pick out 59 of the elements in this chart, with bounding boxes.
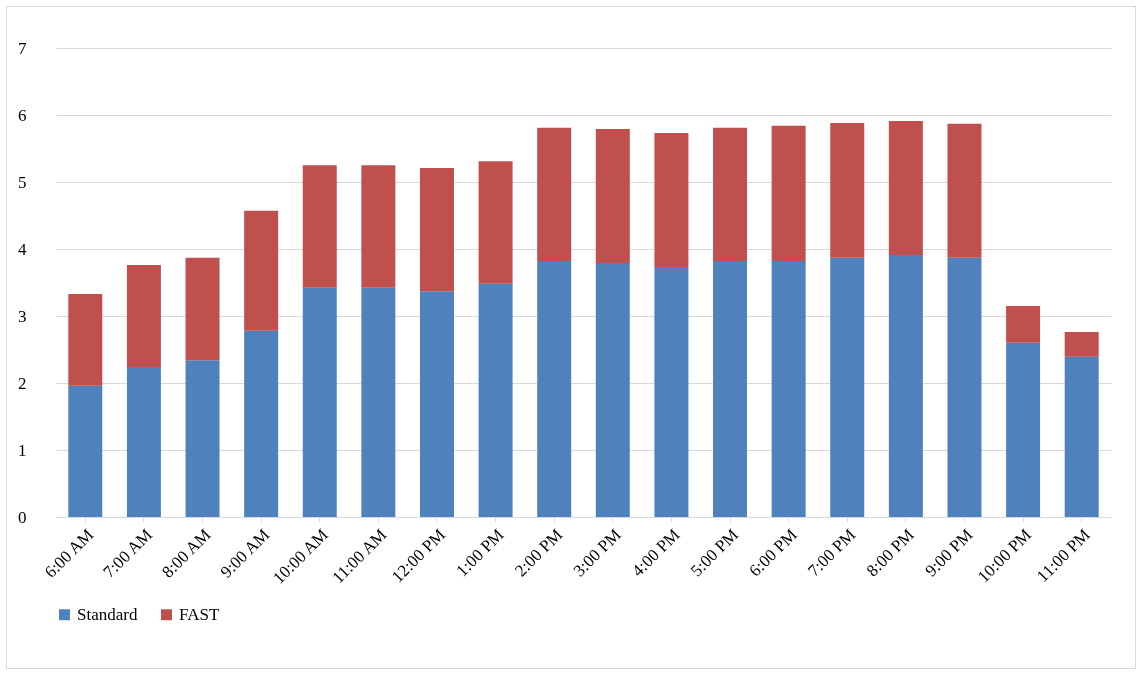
- y-tick-label: 6: [18, 105, 27, 125]
- bar: [185, 360, 220, 517]
- y-tick-label: 4: [18, 239, 27, 259]
- y-tick-label: 2: [18, 373, 27, 393]
- x-tick-label: 8:00 AM: [158, 525, 215, 582]
- x-tick-label: 5:00 PM: [686, 525, 743, 581]
- bar: [713, 127, 748, 262]
- bar: [1064, 332, 1099, 357]
- bar: [537, 127, 572, 262]
- bar: [126, 366, 161, 517]
- bar: [1064, 356, 1099, 517]
- x-tick-label: 9:00 PM: [921, 525, 977, 581]
- x-tick-label: 4:00 PM: [628, 525, 684, 581]
- bar: [68, 385, 103, 517]
- y-tick-label: 3: [18, 306, 27, 326]
- bar: [771, 261, 806, 517]
- bar: [361, 287, 396, 517]
- bar: [595, 263, 630, 517]
- x-tick-label: 7:00 PM: [804, 525, 860, 581]
- bar: [830, 123, 865, 258]
- bar: [654, 133, 689, 268]
- y-tick-label: 7: [18, 38, 27, 58]
- bar: [244, 210, 279, 331]
- legend-label: Standard: [77, 604, 138, 624]
- bar: [185, 257, 220, 361]
- bar: [888, 255, 923, 517]
- y-tick-label: 0: [18, 507, 27, 527]
- bar: [419, 291, 454, 517]
- x-tick-label: 2:00 PM: [511, 525, 567, 581]
- x-tick-label: 7:00 AM: [99, 525, 156, 582]
- bar: [713, 261, 748, 517]
- bar: [537, 261, 572, 517]
- bar: [302, 287, 337, 517]
- x-tick-label: 8:00 PM: [862, 525, 918, 581]
- bar: [654, 267, 689, 517]
- bar: [478, 161, 513, 284]
- x-tick-label: 3:00 PM: [569, 525, 625, 581]
- bar: [361, 165, 396, 288]
- y-tick-label: 5: [18, 172, 27, 192]
- bar: [302, 165, 337, 288]
- bar: [68, 293, 103, 386]
- bar: [1006, 342, 1041, 517]
- bar: [947, 123, 982, 258]
- bar: [244, 330, 279, 517]
- x-tick-label: 6:00 PM: [745, 525, 801, 581]
- bar: [830, 257, 865, 517]
- bar: [419, 167, 454, 292]
- bar: [1006, 305, 1041, 343]
- x-tick-label: 1:00 PM: [452, 525, 508, 581]
- bar: [888, 121, 923, 256]
- legend-label: FAST: [179, 604, 220, 624]
- bar: [126, 265, 161, 367]
- bar: [478, 283, 513, 517]
- y-tick-label: 1: [18, 440, 27, 460]
- bar: [771, 125, 806, 262]
- bar: [947, 257, 982, 517]
- x-tick-label: 6:00 AM: [40, 525, 98, 582]
- bar: [595, 129, 630, 264]
- x-tick-label: 9:00 AM: [216, 525, 274, 582]
